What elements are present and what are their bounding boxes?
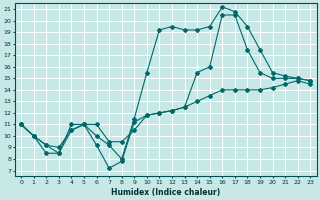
X-axis label: Humidex (Indice chaleur): Humidex (Indice chaleur) [111, 188, 220, 197]
